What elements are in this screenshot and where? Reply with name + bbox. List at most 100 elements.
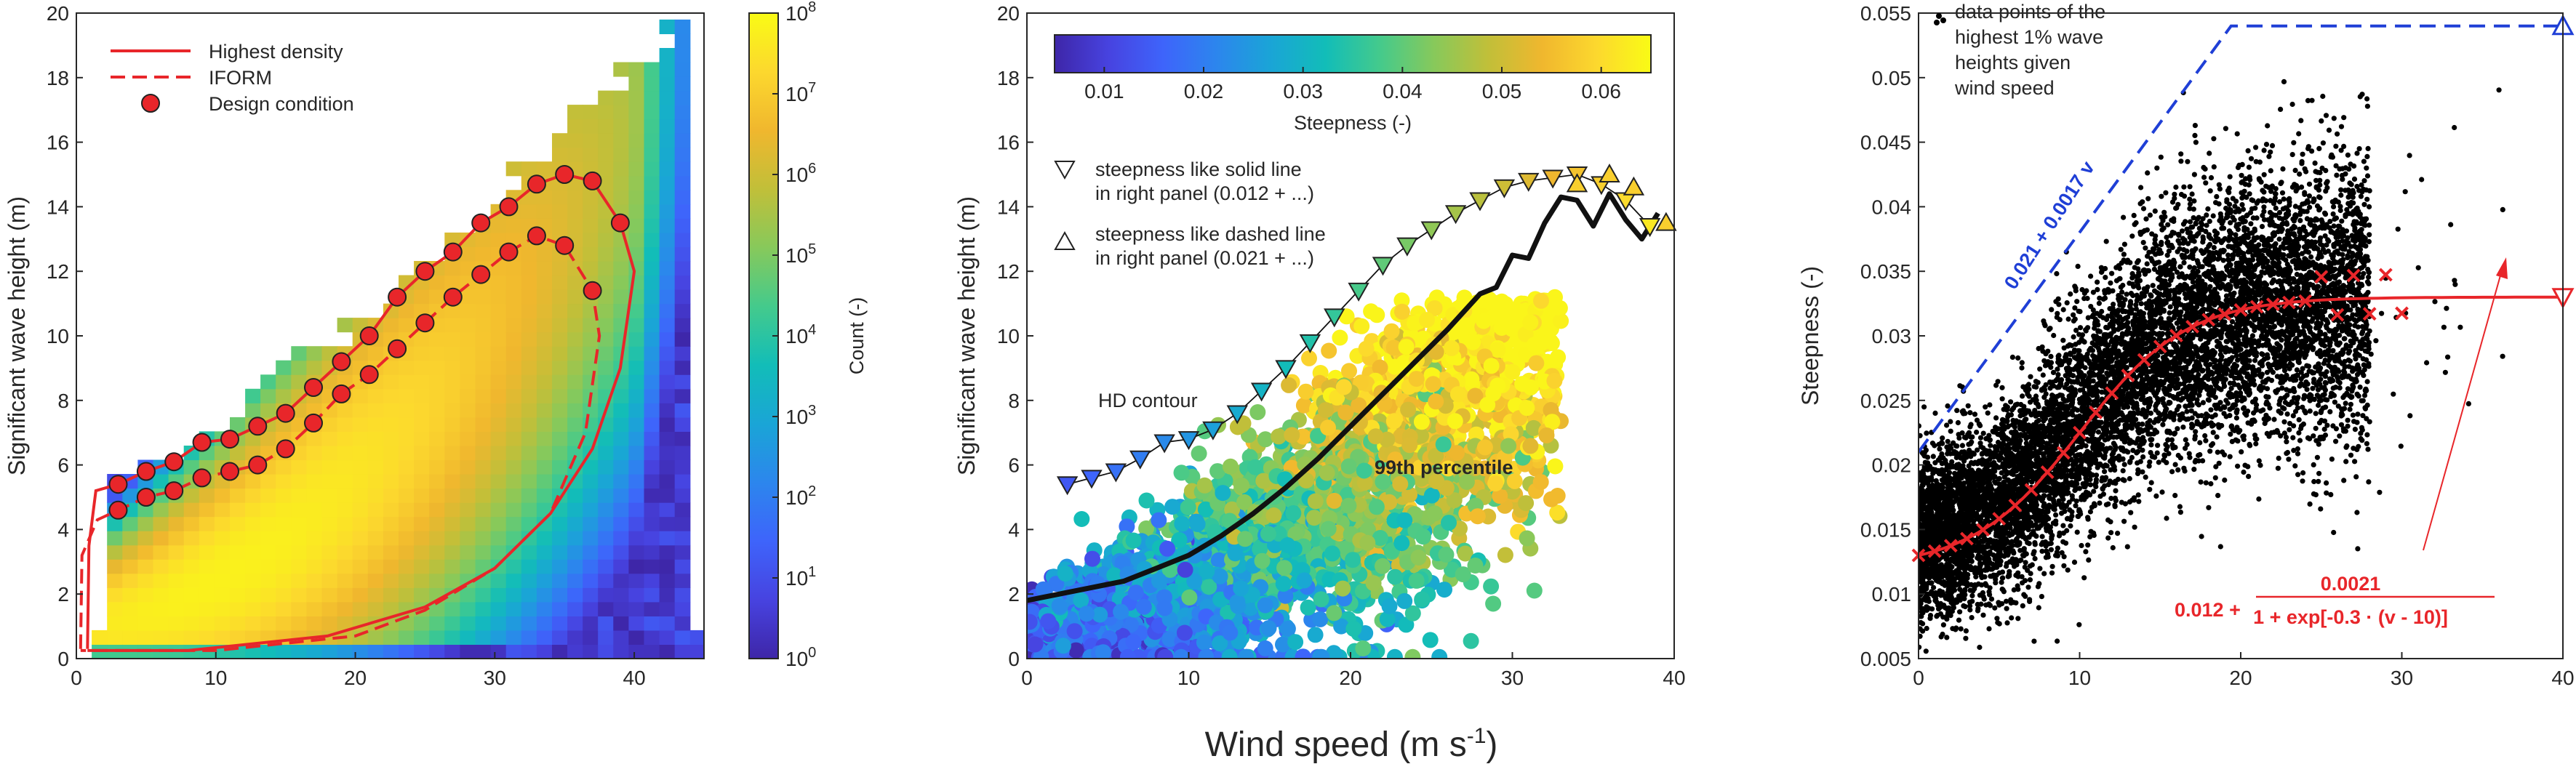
heat-cell <box>628 204 645 219</box>
legend-highest-density: Highest density <box>209 41 343 63</box>
heat-cell <box>628 133 645 148</box>
heat-cell <box>230 601 246 616</box>
heat-cell <box>337 531 353 546</box>
heat-cell <box>399 559 415 574</box>
heat-cell <box>429 417 445 432</box>
scatter-point <box>1426 505 1443 522</box>
heat-cell <box>260 502 276 518</box>
scatter-point <box>1385 339 1402 356</box>
heat-cell <box>659 175 676 190</box>
heat-cell <box>490 544 507 560</box>
heat-cell <box>429 331 445 347</box>
heat-cell <box>598 175 614 190</box>
heat-cell <box>367 559 384 574</box>
heat-cell <box>352 403 369 418</box>
heat-cell <box>644 644 660 659</box>
heat-cell <box>521 573 537 588</box>
scatter-point <box>1326 605 1343 622</box>
heat-cell <box>337 446 353 461</box>
scatter-point <box>1533 292 1549 309</box>
right-panel: 0 10 20 30 400.0050.010.0150.020.0250.030.03… <box>1797 1 2575 689</box>
heat-cell <box>536 630 553 645</box>
scatter-point <box>1073 592 1089 608</box>
heat-cell <box>644 417 660 432</box>
heat-cell <box>628 616 645 631</box>
heat-cell <box>444 346 460 361</box>
scatter-point <box>1519 530 1535 547</box>
heat-cell <box>429 346 445 361</box>
heat-cell <box>460 360 476 375</box>
heat-cell <box>567 105 583 120</box>
y-tick-label: 0 <box>57 648 69 670</box>
heat-cell <box>475 630 492 645</box>
data-point <box>2087 509 2093 515</box>
heat-cell <box>521 246 537 262</box>
heat-cell <box>644 147 660 162</box>
y-tick-label: 8 <box>57 390 69 412</box>
heat-cell <box>659 516 676 531</box>
heat-cell <box>367 474 384 489</box>
heat-cell <box>644 275 660 290</box>
data-point <box>2354 150 2360 156</box>
heat-cell <box>199 516 215 531</box>
heat-cell <box>352 502 369 518</box>
heat-cell <box>444 531 460 546</box>
heat-cell <box>628 318 645 333</box>
heat-cell <box>567 488 583 503</box>
heat-cell <box>245 616 261 631</box>
heat-cell <box>644 331 660 347</box>
scatter-point <box>1320 419 1336 436</box>
heat-cell <box>659 388 676 403</box>
scatter-point <box>1275 636 1291 653</box>
heat-cell <box>414 516 430 531</box>
heat-cell <box>475 232 492 247</box>
design-condition-point <box>108 475 128 494</box>
heat-cell <box>444 516 460 531</box>
heat-cell <box>230 573 246 588</box>
heat-cell <box>505 587 522 603</box>
legend-down-triangle-icon <box>1054 161 1076 180</box>
scatter-point <box>1157 648 1174 659</box>
heat-cell <box>583 133 599 148</box>
heat-cell <box>628 516 645 531</box>
heat-cell <box>552 516 568 531</box>
y-tick-label: 12 <box>47 260 69 283</box>
heat-cell <box>321 573 338 588</box>
scatter-point <box>1467 558 1484 574</box>
heat-cell <box>598 346 614 361</box>
heat-cell <box>306 516 323 531</box>
scatter-point <box>1191 445 1207 462</box>
scatter-point <box>1156 600 1173 616</box>
scatter-point <box>1401 437 1418 454</box>
heat-cell <box>505 289 522 305</box>
heat-cell <box>107 616 123 631</box>
heat-cell <box>230 516 246 531</box>
heat-cell <box>613 587 629 603</box>
down-triangle-marker <box>1105 463 1127 483</box>
scatter-point <box>1447 413 1463 430</box>
heat-cell <box>536 360 553 375</box>
scatter-point <box>1324 545 1340 562</box>
scatter-point <box>1106 567 1123 584</box>
heat-cell <box>490 346 507 361</box>
heat-cell <box>490 275 507 290</box>
heat-cell <box>306 573 323 588</box>
heat-cell <box>276 488 292 503</box>
heat-cell <box>583 531 599 546</box>
heat-cell <box>429 459 445 475</box>
scatter-point <box>1135 598 1152 615</box>
heat-cell <box>490 374 507 390</box>
scatter-point <box>1414 591 1431 608</box>
heat-cell <box>567 289 583 305</box>
heat-cell <box>659 48 676 63</box>
heat-cell <box>444 303 460 318</box>
heat-cell <box>628 644 645 659</box>
heat-cell <box>444 474 460 489</box>
heat-cell <box>674 417 691 432</box>
scatter-point <box>1119 518 1135 535</box>
heat-cell <box>399 318 415 333</box>
design-condition-point <box>304 378 323 397</box>
heat-cell <box>505 459 522 475</box>
scatter-point <box>1435 436 1452 453</box>
